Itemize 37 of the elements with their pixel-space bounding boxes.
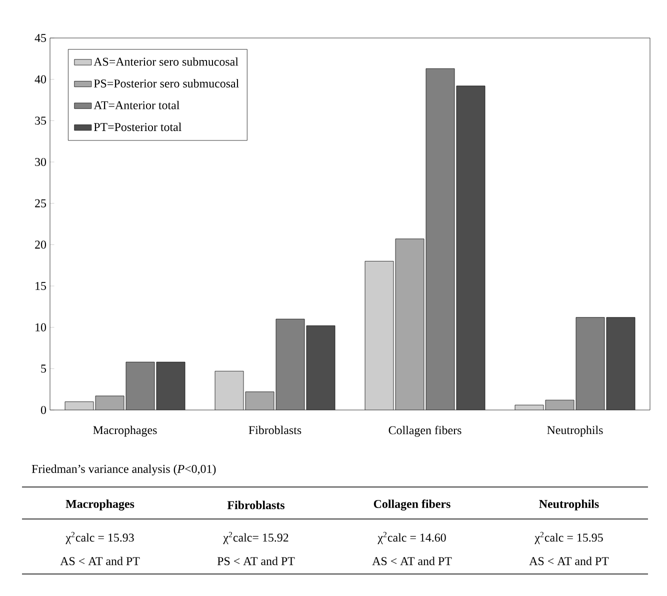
bar: [456, 86, 486, 410]
text: AS < AT and PT: [60, 556, 140, 566]
bar: [156, 362, 186, 410]
y-tick-label: 45: [34, 34, 46, 42]
text: χ$^{2}$calc = 15.93: [66, 532, 134, 544]
text: χ$^{2}$calc= 15.92: [223, 532, 288, 544]
y-tick-label: 5: [41, 364, 46, 373]
text: χ$^{2}$calc = 14.60: [378, 532, 446, 544]
bar: [364, 260, 394, 410]
y-tick-label: 10: [36, 323, 46, 332]
text: Macrophages: [66, 500, 134, 510]
bar: [214, 370, 244, 410]
text: Fibroblasts: [227, 500, 285, 510]
text: AS < AT and PT: [529, 556, 609, 566]
y-tick-label: 25: [35, 199, 46, 208]
x-tick-label: Macrophages: [93, 426, 157, 437]
x-tick-label: Collagen fibers: [388, 426, 462, 437]
legend-label: AS=Anterior sero submucosal: [94, 57, 238, 66]
y-tick-label: 0: [40, 406, 46, 414]
text: Neutrophils: [539, 500, 599, 510]
y-tick-label: 35: [35, 116, 46, 125]
legend-label: PT=Posterior total: [94, 122, 182, 132]
text: AS < AT and PT: [372, 556, 452, 566]
x-tick-label: Fibroblasts: [248, 426, 302, 434]
y-tick-label: 15: [36, 282, 46, 290]
text: χ$^{2}$calc = 15.95: [534, 532, 603, 544]
bar: [606, 317, 636, 410]
x-tick-label: Neutrophils: [547, 426, 603, 437]
text: Collagen fibers: [374, 499, 450, 511]
legend-label: PS=Posterior sero submucosal: [94, 79, 239, 88]
text: Friedman’s variance analysis (P<0,01): [32, 464, 216, 476]
text: PS < AT and PT: [217, 556, 295, 566]
y-tick-label: 20: [35, 240, 46, 249]
bar: [306, 325, 336, 410]
legend-label: AT=Anterior total: [94, 100, 180, 110]
y-tick-label: 30: [35, 158, 46, 166]
y-tick-label: 40: [34, 75, 46, 84]
